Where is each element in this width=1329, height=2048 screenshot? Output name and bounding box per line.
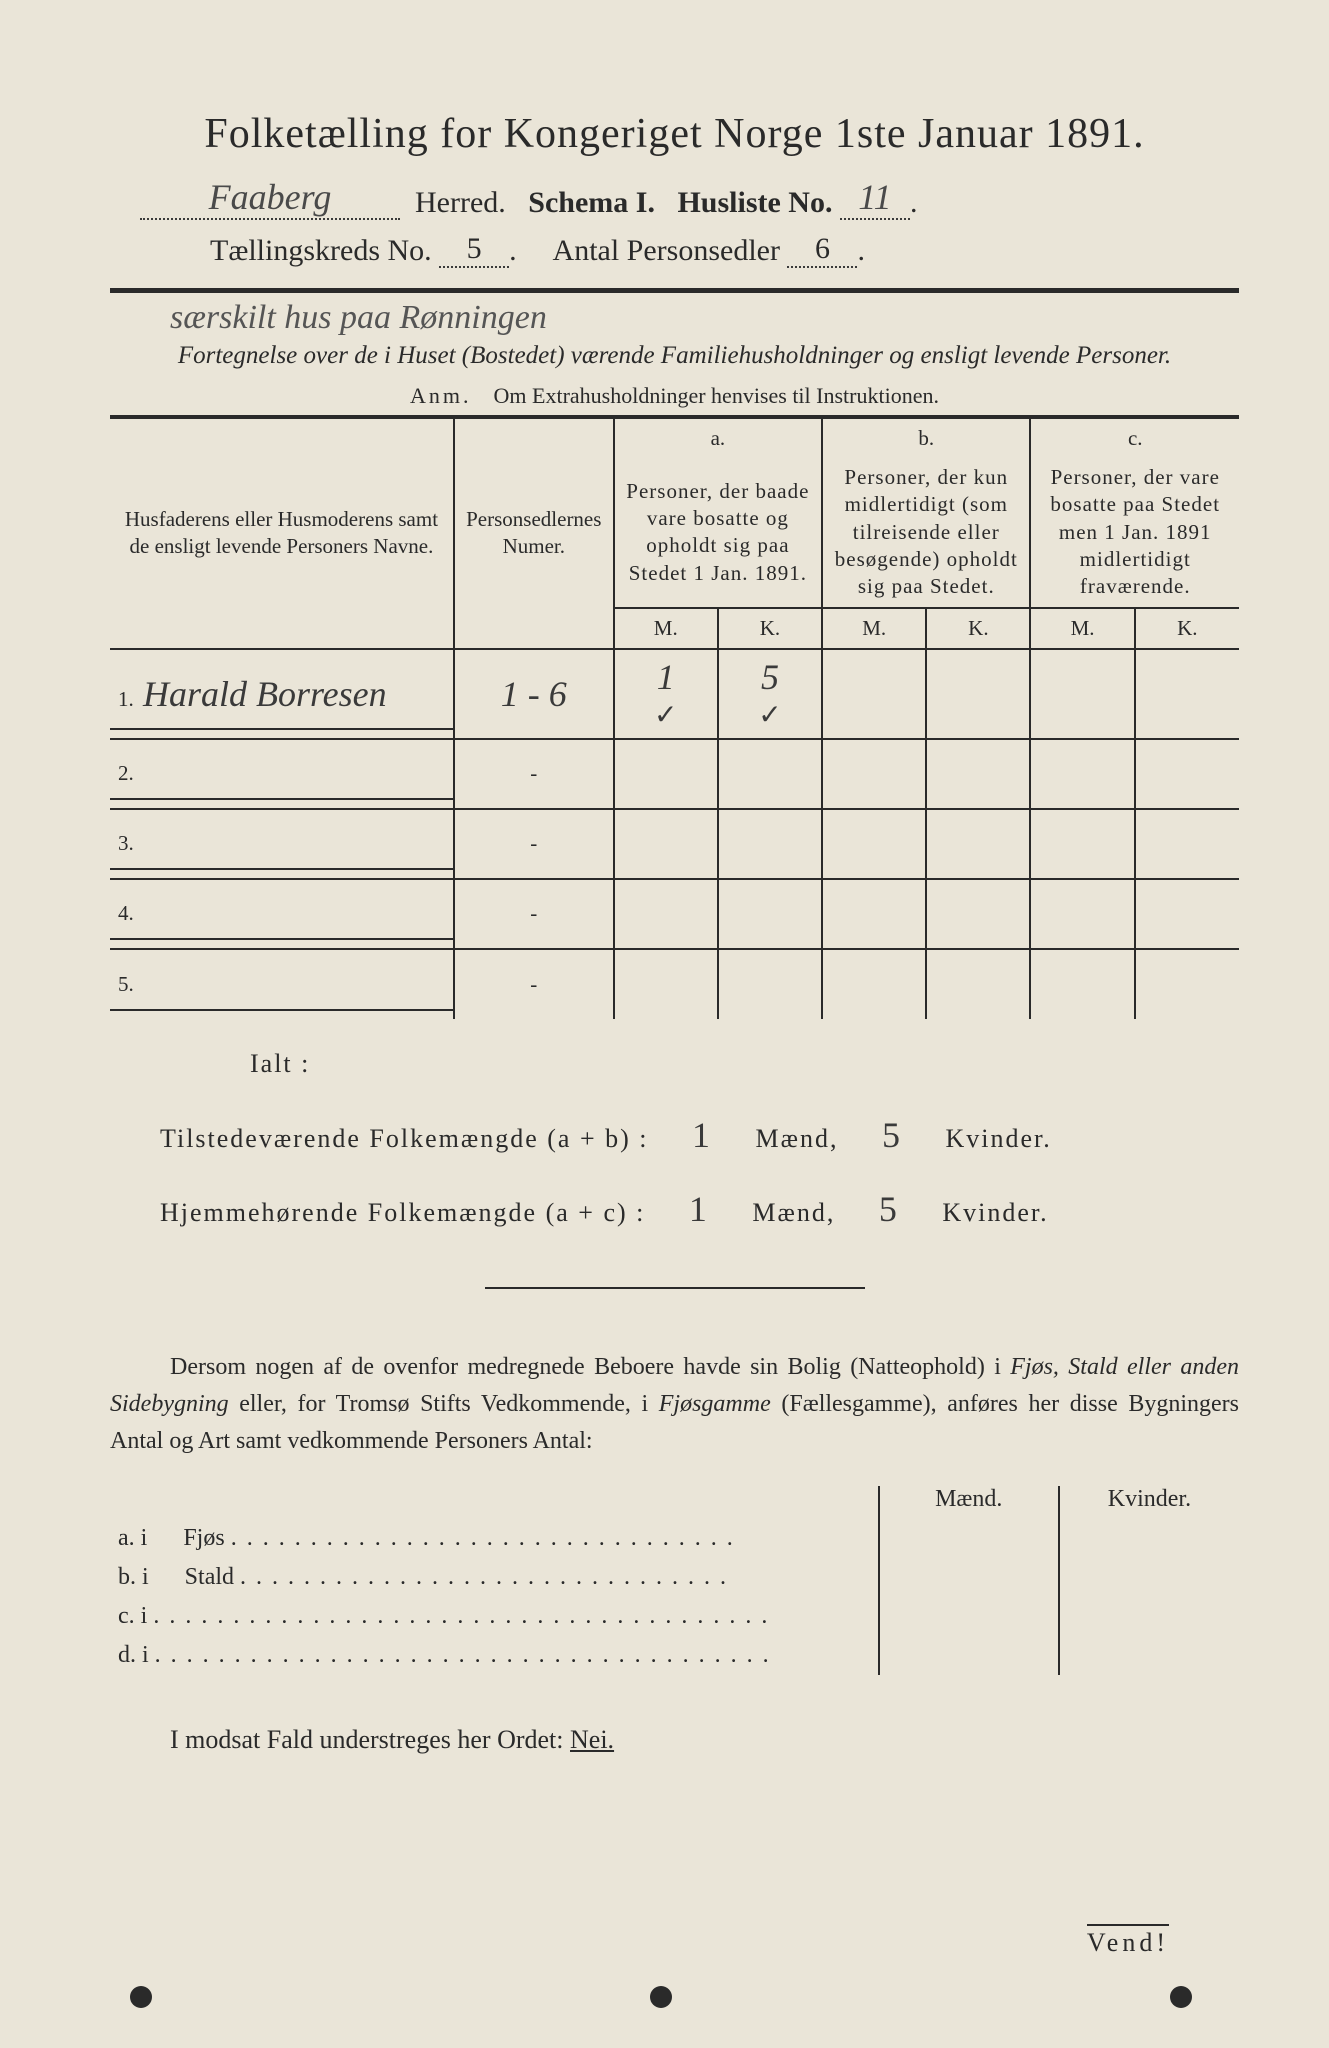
page-title: Folketælling for Kongeriget Norge 1ste J…: [110, 110, 1239, 158]
table-row: 1. Harald Borresen 1 - 6 1 ✓ 5 ✓: [110, 649, 1239, 739]
table-row: 5. -: [110, 949, 1239, 1019]
person-numer: -: [454, 879, 614, 949]
sum1-k: 5: [847, 1099, 937, 1173]
census-table: Husfaderens eller Husmoderens samt de en…: [110, 417, 1239, 1019]
vend-label: Vend!: [1087, 1924, 1169, 1958]
building-row: a. i Fjøs . . . . . . . . . . . . . . . …: [110, 1519, 1239, 1558]
antal-no: 6: [815, 232, 830, 265]
col-a-label: a.: [614, 418, 822, 458]
sum-m-label: Mænd,: [756, 1124, 839, 1153]
col-c-header: Personer, der vare bosatte paa Stedet me…: [1030, 458, 1239, 607]
col-b-k: K.: [926, 608, 1030, 649]
person-numer: -: [454, 809, 614, 879]
cell-b-k: [926, 649, 1030, 739]
person-numer: -: [454, 739, 614, 809]
person-numer: -: [454, 949, 614, 1019]
punch-hole-icon: [650, 1986, 672, 2008]
cell-c-m: [1030, 649, 1134, 739]
divider-thick: [110, 288, 1239, 293]
summary-block: Tilstedeværende Folkemængde (a + b) : 1 …: [110, 1099, 1239, 1247]
anm-line: Anm. Om Extrahusholdninger henvises til …: [110, 383, 1239, 409]
schema-label: Schema I.: [528, 186, 655, 219]
nei-word: Nei.: [570, 1725, 614, 1754]
buildings-head-m: Mænd.: [879, 1486, 1059, 1519]
col-a-k: K.: [718, 608, 822, 649]
table-row: 2. -: [110, 739, 1239, 809]
row-number: 2.: [118, 761, 138, 785]
building-row: c. i . . . . . . . . . . . . . . . . . .…: [110, 1597, 1239, 1636]
anm-text: Om Extrahusholdninger henvises til Instr…: [494, 383, 939, 408]
col-c-label: c.: [1030, 418, 1239, 458]
row-number: 5.: [118, 972, 138, 996]
kreds-label: Tællingskreds No.: [210, 234, 432, 267]
cell-a-k: 5: [761, 657, 779, 697]
building-row: b. i Stald . . . . . . . . . . . . . . .…: [110, 1558, 1239, 1597]
divider-short: [485, 1287, 865, 1289]
table-row: 3. -: [110, 809, 1239, 879]
husliste-label: Husliste No.: [677, 186, 832, 219]
sum2-label: Hjemmehørende Folkemængde (a + c) :: [160, 1198, 645, 1227]
ialt-label: Ialt :: [110, 1049, 1239, 1079]
sum2-k: 5: [844, 1173, 934, 1247]
building-row: d. i . . . . . . . . . . . . . . . . . .…: [110, 1636, 1239, 1675]
husliste-no: 11: [858, 177, 891, 217]
herred-handwritten: Faaberg: [209, 177, 332, 217]
col-c-k: K.: [1135, 608, 1239, 649]
cell-a-m: 1: [657, 657, 675, 697]
punch-hole-icon: [130, 1986, 152, 2008]
buildings-block: Mænd. Kvinder. a. i Fjøs . . . . . . . .…: [110, 1486, 1239, 1675]
col-b-header: Personer, der kun midlertidigt (som tilr…: [822, 458, 1030, 607]
row-number: 1.: [118, 687, 138, 711]
row-number: 3.: [118, 831, 138, 855]
herred-label: Herred.: [415, 186, 506, 219]
census-form-page: Folketælling for Kongeriget Norge 1ste J…: [0, 0, 1329, 2048]
anm-label: Anm.: [410, 383, 472, 408]
col-a-header: Personer, der baade vare bosatte og opho…: [614, 458, 822, 607]
cell-c-k: [1135, 649, 1239, 739]
building-paragraph: Dersom nogen af de ovenfor medregnede Be…: [110, 1349, 1239, 1461]
sum1-m: 1: [657, 1099, 747, 1173]
antal-label: Antal Personsedler: [553, 234, 780, 267]
cell-b-m: [822, 649, 926, 739]
subtitle: Fortegnelse over de i Huset (Bostedet) v…: [110, 339, 1239, 373]
herred-line: Faaberg Herred. Schema I. Husliste No. 1…: [110, 176, 1239, 220]
table-row: 4. -: [110, 879, 1239, 949]
person-name: Harald Borresen: [143, 674, 387, 714]
col-a-m: M.: [614, 608, 718, 649]
handwritten-note: særskilt hus paa Rønningen: [110, 299, 1239, 337]
row-number: 4.: [118, 901, 138, 925]
col-c-m: M.: [1030, 608, 1134, 649]
nei-line: I modsat Fald understreges her Ordet: Ne…: [110, 1725, 1239, 1755]
person-numer: 1 - 6: [501, 674, 567, 714]
col-b-label: b.: [822, 418, 1030, 458]
sum2-m: 1: [654, 1173, 744, 1247]
punch-hole-icon: [1170, 1986, 1192, 2008]
tick-icon: ✓: [758, 700, 781, 731]
col-name-header: Husfaderens eller Husmoderens samt de en…: [110, 418, 454, 649]
tick-icon: ✓: [654, 700, 677, 731]
sum-m-label: Mænd,: [752, 1198, 835, 1227]
col-num-header: Personsedlernes Numer.: [454, 418, 614, 649]
kreds-no: 5: [467, 232, 482, 265]
buildings-head-k: Kvinder.: [1059, 1486, 1239, 1519]
sum1-label: Tilstedeværende Folkemængde (a + b) :: [160, 1124, 649, 1153]
col-b-m: M.: [822, 608, 926, 649]
sum-k-label: Kvinder.: [942, 1198, 1048, 1227]
kreds-line: Tællingskreds No. 5 . Antal Personsedler…: [110, 232, 1239, 268]
sum-k-label: Kvinder.: [945, 1124, 1051, 1153]
